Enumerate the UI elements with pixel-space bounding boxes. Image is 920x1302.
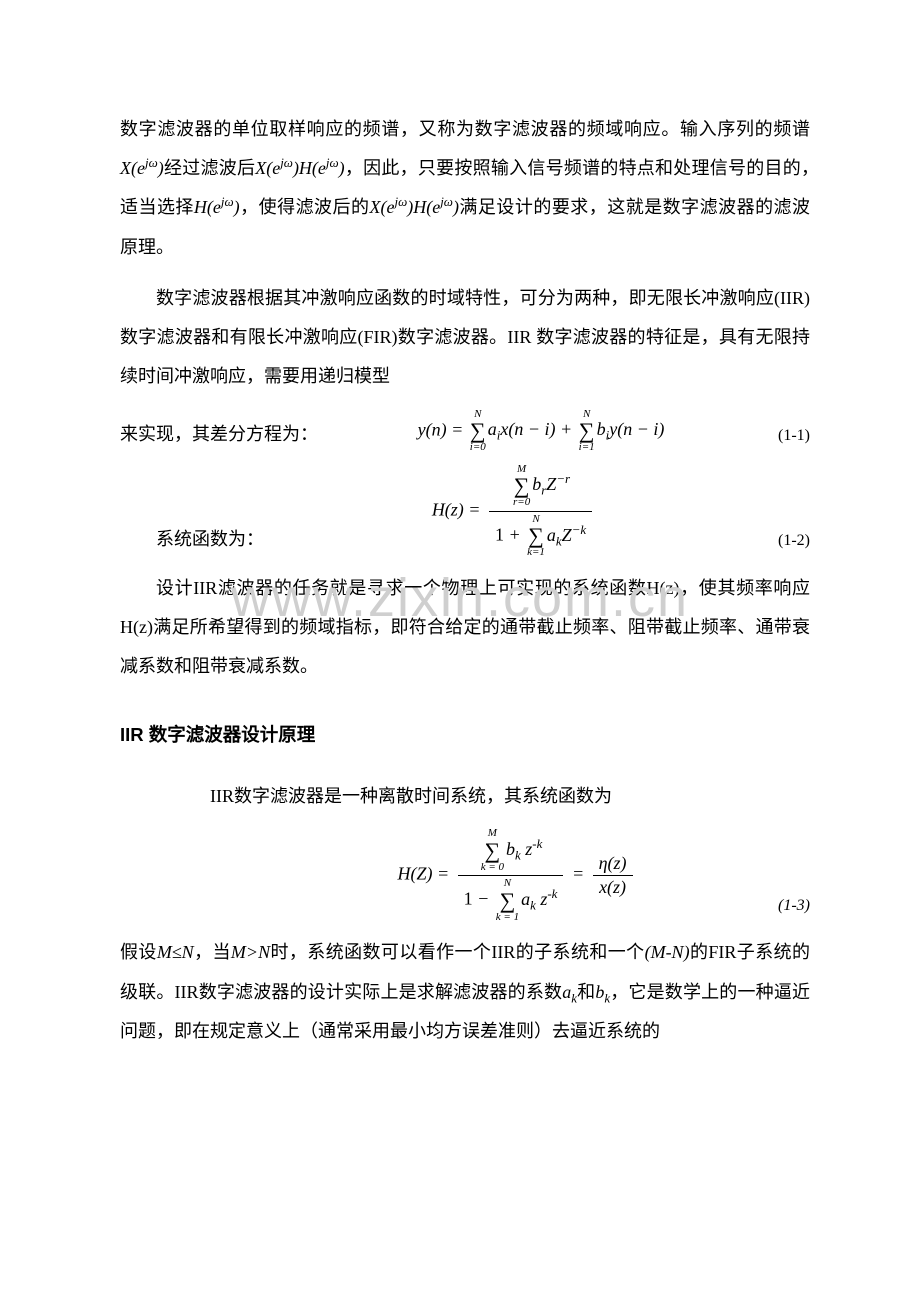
equation-2-lead: 系统函数为： <box>120 520 264 559</box>
equation-2-row: 系统函数为： H(z) = M∑r=0brZ−r1 + N∑k=1akZ−k (… <box>120 464 810 559</box>
equation-1-row: 来实现，其差分方程为： y(n) = N∑i=0aix(n − i) + N∑i… <box>120 409 810 454</box>
paragraph-5: 假设M≤N，当M>N时，系统函数可以看作一个IIR的子系统和一个(M-N)的FI… <box>120 933 810 1051</box>
p1-text-1: 数字滤波器的单位取样响应的频谱，又称为数字滤波器的频域响应。输入序列的频谱 <box>120 119 810 139</box>
section-header-iir: IIR 数字滤波器设计原理 <box>120 715 810 755</box>
equation-1-lead: 来实现，其差分方程为： <box>120 415 318 454</box>
paragraph-1: 数字滤波器的单位取样响应的频谱，又称为数字滤波器的频域响应。输入序列的频谱 X(e… <box>120 110 810 267</box>
equation-3-number: (1-3) <box>764 889 810 924</box>
paragraph-3: 设计IIR滤波器的任务就是寻求一个物理上可实现的系统函数H(z)，使其频率响应H… <box>120 569 810 687</box>
p5-text-2: ，当 <box>194 942 231 962</box>
equation-3-body: H(Z) = M∑k = 0bk z-k1 − N∑k = 1ak z-k = … <box>270 828 764 923</box>
p5-text-1: 假设 <box>120 942 157 962</box>
p1-text-4: ，使得滤波后的 <box>240 197 370 217</box>
equation-2-number: (1-2) <box>764 524 810 559</box>
p5-math-3: (M-N) <box>645 942 690 962</box>
p5-text-5: 和 <box>577 982 595 1002</box>
p1-math-2: X(ejω)H(ejω) <box>255 158 344 178</box>
p5-math-4: ak <box>562 982 577 1002</box>
p1-text-2: 经过滤波后 <box>164 158 255 178</box>
equation-2-body: H(z) = M∑r=0brZ−r1 + N∑k=1akZ−k <box>264 464 764 559</box>
p1-math-4: X(ejω)H(ejω) <box>369 197 458 217</box>
equation-3-row: H(Z) = M∑k = 0bk z-k1 − N∑k = 1ak z-k = … <box>120 828 810 923</box>
p5-text-3: 时，系统函数可以看作一个IIR的子系统和一个 <box>270 942 645 962</box>
equation-1-body: y(n) = N∑i=0aix(n − i) + N∑i=1biy(n − i) <box>318 409 764 454</box>
p1-math-1: X(ejω) <box>120 158 164 178</box>
p1-math-3: H(ejω) <box>194 197 240 217</box>
p5-math-2: M>N <box>231 942 270 962</box>
paragraph-2: 数字滤波器根据其冲激响应函数的时域特性，可分为两种，即无限长冲激响应(IIR)数… <box>120 279 810 397</box>
p5-math-5: bk <box>595 982 610 1002</box>
equation-1-number: (1-1) <box>764 419 810 454</box>
paragraph-4: IIR数字滤波器是一种离散时间系统，其系统函数为 <box>120 777 810 816</box>
p5-math-1: M≤N <box>157 942 194 962</box>
